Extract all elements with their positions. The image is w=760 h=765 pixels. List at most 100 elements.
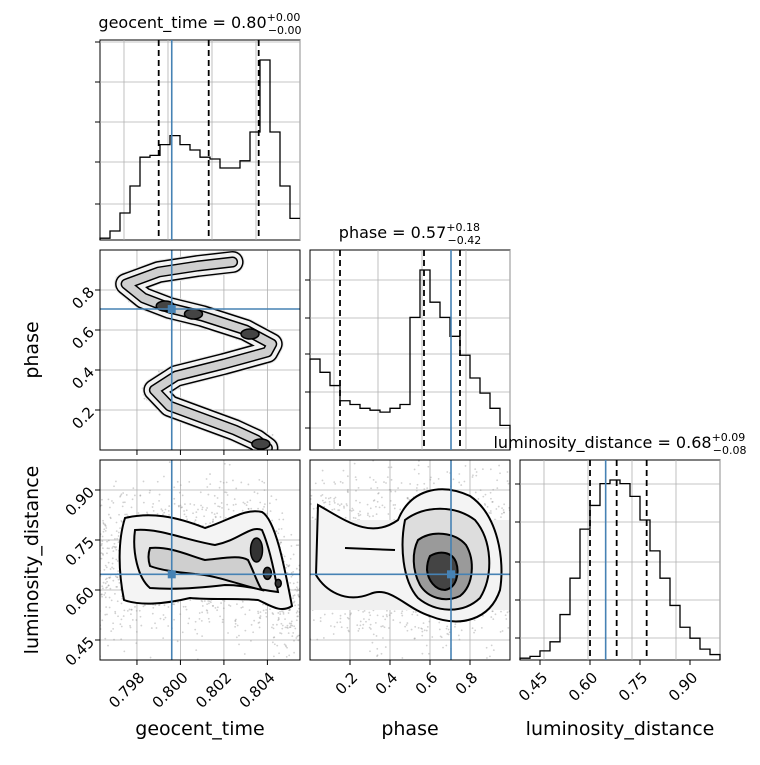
luminosity-distance-vs-geocent-time-scatter-point [290, 620, 293, 623]
luminosity-distance-vs-geocent-time-scatter-point [286, 626, 288, 629]
luminosity-distance-vs-phase-scatter-point [447, 633, 450, 636]
luminosity-distance-vs-geocent-time-scatter-point [135, 619, 138, 621]
phase-vs-geocent-time-contour-mid-fill [122, 258, 276, 450]
luminosity-distance-vs-phase-scatter-point [384, 618, 387, 621]
luminosity-distance-vs-phase-scatter-point [376, 614, 379, 617]
luminosity-distance-vs-geocent-time-scatter-point [293, 625, 296, 628]
luminosity-distance-vs-geocent-time-scatter-point [233, 498, 236, 500]
luminosity-distance-vs-phase-scatter-point [355, 478, 358, 481]
luminosity-distance-vs-geocent-time-scatter-point [275, 498, 278, 501]
luminosity-distance-vs-geocent-time-scatter-point [156, 512, 159, 515]
luminosity-distance-vs-phase-scatter-point [382, 637, 384, 639]
luminosity-distance-vs-geocent-time-scatter-point [201, 611, 204, 614]
luminosity-distance-vs-geocent-time-scatter-point [279, 632, 281, 634]
luminosity-distance-vs-geocent-time-scatter-point [117, 535, 120, 537]
luminosity-distance-hist-title: luminosity_distance = 0.68+0.09 −0.08 [493, 431, 746, 457]
luminosity-distance-vs-geocent-time-scatter-point [100, 557, 103, 560]
luminosity-distance-vs-phase-scatter-point [381, 625, 384, 627]
luminosity-distance-vs-geocent-time-scatter-point [296, 615, 299, 618]
luminosity-distance-vs-geocent-time-scatter-point [292, 582, 295, 585]
luminosity-distance-vs-geocent-time-scatter-point [285, 655, 288, 658]
luminosity-distance-vs-geocent-time-scatter-point [164, 616, 167, 619]
luminosity-distance-vs-geocent-time-scatter-point [185, 515, 188, 518]
luminosity-distance-vs-geocent-time-scatter-point [178, 491, 181, 494]
phase-vs-geocent-time-scatter-point [157, 370, 160, 373]
luminosity-distance-vs-geocent-time-scatter-point [120, 618, 123, 621]
luminosity-distance-vs-phase-scatter-point [359, 620, 362, 623]
luminosity-distance-vs-phase-scatter-point [502, 509, 505, 511]
luminosity-distance-vs-geocent-time-scatter-point [294, 588, 297, 591]
luminosity-distance-vs-geocent-time-scatter-point [284, 626, 287, 629]
luminosity-distance-vs-geocent-time-scatter-point [112, 501, 115, 504]
luminosity-distance-vs-phase-scatter-point [368, 515, 371, 518]
luminosity-distance-vs-phase-scatter-point [344, 613, 347, 615]
luminosity-distance-vs-geocent-time-scatter-point [212, 520, 214, 523]
phase-vs-geocent-time-scatter-point [256, 453, 258, 455]
luminosity-distance-vs-phase-scatter-point [400, 482, 403, 484]
luminosity-distance-vs-geocent-time-scatter-point [280, 528, 283, 530]
luminosity-distance-vs-phase-scatter-point [331, 508, 334, 511]
luminosity-distance-vs-geocent-time-scatter-point [278, 518, 281, 521]
luminosity-distance-vs-geocent-time-scatter-point [200, 504, 202, 507]
phase-vs-geocent-time-scatter-point [143, 397, 146, 400]
luminosity-distance-vs-geocent-time-scatter-point [258, 616, 261, 619]
luminosity-distance-vs-geocent-time-scatter-point [101, 535, 104, 538]
luminosity-distance-vs-geocent-time-scatter-point [188, 617, 191, 620]
luminosity-distance-vs-geocent-time-scatter-point [114, 575, 117, 578]
luminosity-distance-vs-phase-scatter-point [344, 516, 347, 519]
luminosity-distance-vs-geocent-time-scatter-point [234, 619, 237, 622]
luminosity-distance-vs-geocent-time-scatter-point [222, 481, 225, 484]
luminosity-distance-vs-phase-scatter-point [390, 612, 393, 615]
luminosity-distance-vs-geocent-time-scatter-point [118, 513, 120, 516]
luminosity-distance-vs-geocent-time-scatter-point [217, 505, 220, 508]
luminosity-distance-vs-geocent-time-scatter-point [113, 545, 116, 548]
luminosity-distance-vs-geocent-time-scatter-point [216, 497, 219, 499]
luminosity-distance-vs-geocent-time-scatter-point [277, 612, 280, 614]
luminosity-distance-vs-phase-scatter-point [438, 628, 441, 631]
luminosity-distance-vs-geocent-time-scatter-point [162, 614, 165, 616]
luminosity-distance-vs-phase-scatter-point [311, 516, 314, 519]
luminosity-distance-vs-phase-scatter-point [501, 507, 503, 509]
luminosity-distance-vs-geocent-time-scatter-point [290, 571, 293, 574]
luminosity-distance-vs-geocent-time-scatter-point [288, 608, 291, 611]
luminosity-distance-vs-phase-scatter-point [494, 518, 496, 521]
phase-vs-geocent-time-scatter-point [274, 453, 276, 455]
luminosity-distance-vs-geocent-time-scatter-point [105, 525, 107, 527]
luminosity-distance-vs-geocent-time-scatter-point [228, 604, 230, 607]
luminosity-distance-vs-geocent-time-scatter-point [168, 513, 170, 516]
luminosity-distance-vs-phase-scatter-point [492, 488, 495, 491]
luminosity-distance-vs-phase-scatter-point [312, 619, 315, 622]
luminosity-distance-vs-phase-scatter-point [390, 478, 393, 481]
luminosity-distance-vs-geocent-time-scatter-point [173, 497, 176, 500]
luminosity-distance-vs-geocent-time-scatter-point [111, 562, 114, 565]
luminosity-distance-vs-phase-scatter-point [480, 626, 483, 629]
luminosity-distance-vs-geocent-time-scatter-point [295, 619, 298, 622]
luminosity-distance-vs-phase-scatter-point [502, 661, 504, 663]
luminosity-distance-vs-geocent-time-scatter-point [244, 629, 247, 632]
luminosity-distance-vs-phase-scatter-point [325, 497, 327, 499]
luminosity-distance-vs-phase-scatter-point [347, 491, 349, 494]
title-text: geocent_time = 0.80 [98, 13, 266, 33]
luminosity-distance-vs-geocent-time-scatter-point [167, 625, 170, 627]
luminosity-distance-vs-phase-scatter-point [363, 457, 365, 459]
luminosity-distance-vs-phase-scatter-point [504, 614, 507, 617]
luminosity-distance-vs-geocent-time-scatter-point [288, 622, 291, 625]
luminosity-distance-vs-geocent-time-scatter-point [229, 605, 232, 607]
luminosity-distance-vs-geocent-time-scatter-point [107, 561, 110, 564]
luminosity-distance-vs-geocent-time-scatter-point [257, 507, 259, 510]
luminosity-distance-vs-geocent-time-scatter-point [247, 508, 250, 510]
luminosity-distance-vs-phase-scatter-point [378, 506, 381, 509]
luminosity-distance-vs-geocent-time-scatter-point [288, 564, 291, 567]
phase-vs-geocent-time-density-core [251, 438, 271, 450]
luminosity-distance-vs-phase-scatter-point [339, 480, 342, 483]
luminosity-distance-vs-geocent-time-scatter-point [205, 478, 208, 480]
luminosity-distance-vs-phase-scatter-point [416, 483, 419, 486]
luminosity-distance-vs-geocent-time-scatter-point [296, 635, 299, 638]
luminosity-distance-vs-geocent-time-scatter-point [201, 635, 204, 638]
luminosity-distance-vs-geocent-time-scatter-point [289, 608, 291, 611]
luminosity-distance-vs-geocent-time-scatter-point [117, 541, 120, 544]
luminosity-distance-vs-phase-scatter-point [490, 644, 493, 647]
luminosity-distance-vs-geocent-time-scatter-point [106, 547, 109, 550]
luminosity-distance-vs-geocent-time-scatter-point [253, 619, 256, 622]
luminosity-distance-vs-phase-scatter-point [377, 492, 380, 494]
